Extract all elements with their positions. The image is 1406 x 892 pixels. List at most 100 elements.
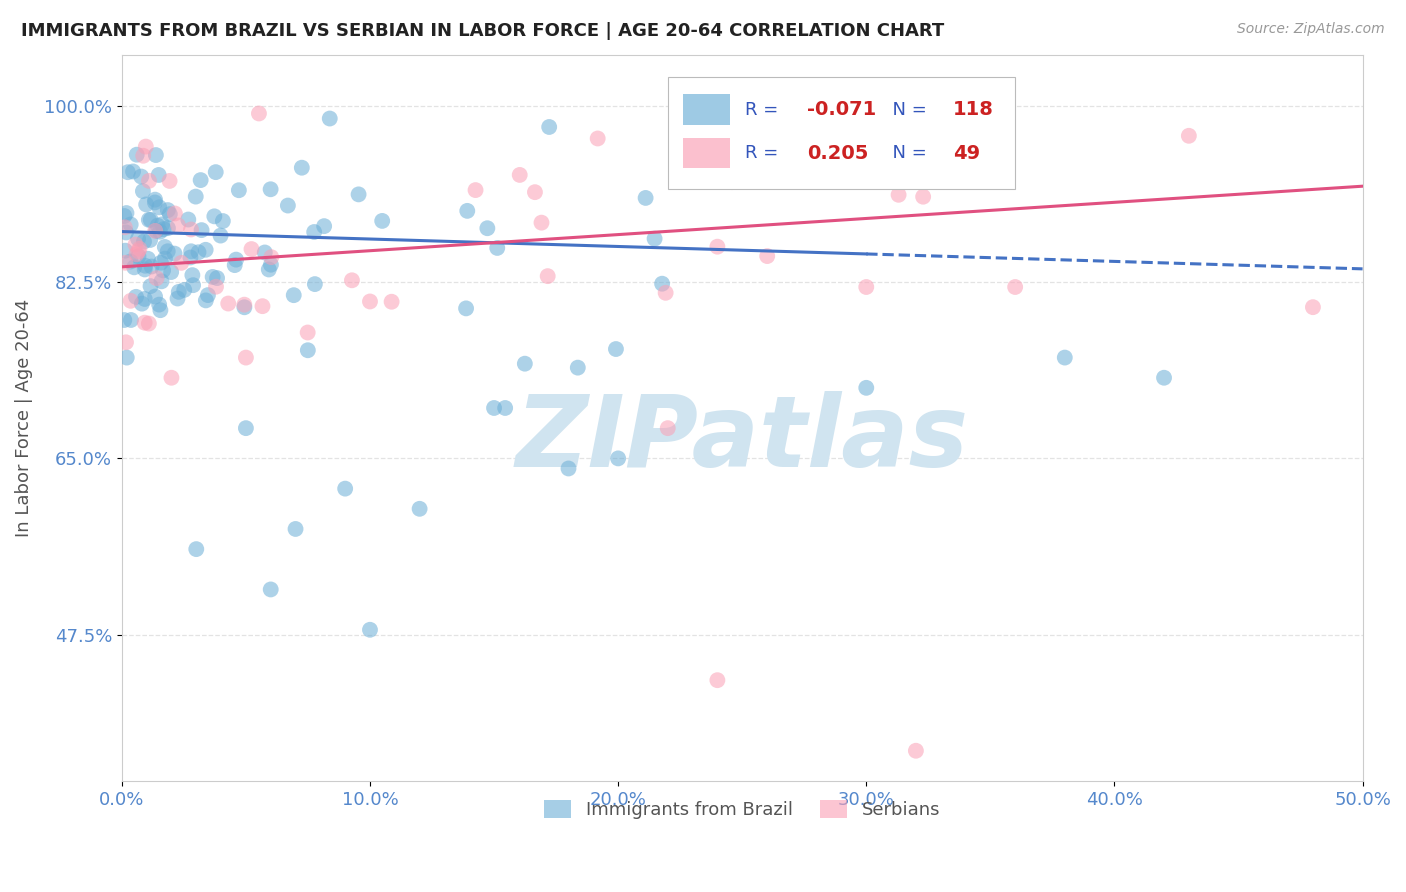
Point bbox=[204, 165, 226, 179]
Point bbox=[634, 191, 657, 205]
Point bbox=[122, 164, 145, 178]
Point bbox=[835, 145, 858, 159]
Point bbox=[160, 265, 183, 279]
Point bbox=[143, 224, 166, 238]
Text: N =: N = bbox=[882, 101, 932, 119]
Point bbox=[135, 197, 157, 211]
Point bbox=[259, 182, 281, 196]
Point bbox=[145, 148, 167, 162]
Point bbox=[855, 280, 877, 294]
Point bbox=[156, 244, 179, 259]
Point bbox=[132, 149, 155, 163]
Point bbox=[159, 207, 181, 221]
Point bbox=[112, 313, 135, 327]
Point bbox=[513, 357, 536, 371]
Point bbox=[240, 242, 263, 256]
Point bbox=[134, 292, 156, 306]
Point bbox=[253, 245, 276, 260]
Point bbox=[187, 245, 209, 260]
Point bbox=[340, 273, 363, 287]
Point bbox=[644, 232, 666, 246]
Point bbox=[125, 290, 148, 304]
Point bbox=[190, 223, 212, 237]
Point bbox=[381, 294, 404, 309]
Point bbox=[205, 271, 228, 285]
Point bbox=[1302, 300, 1324, 314]
FancyBboxPatch shape bbox=[683, 138, 730, 169]
Point bbox=[149, 303, 172, 318]
Point bbox=[115, 206, 138, 220]
Point bbox=[706, 673, 728, 688]
Point bbox=[148, 200, 170, 214]
Point bbox=[186, 542, 208, 557]
Point bbox=[127, 249, 149, 263]
Point bbox=[136, 252, 159, 266]
Point bbox=[170, 256, 193, 270]
Point bbox=[302, 225, 325, 239]
Point bbox=[557, 461, 579, 475]
Point bbox=[194, 293, 217, 308]
Point bbox=[252, 299, 274, 313]
Point bbox=[202, 210, 225, 224]
Point bbox=[114, 244, 136, 258]
Point bbox=[359, 623, 381, 637]
Point bbox=[651, 277, 673, 291]
Point bbox=[284, 522, 307, 536]
Point bbox=[115, 335, 138, 350]
Point bbox=[567, 360, 589, 375]
Point bbox=[260, 582, 283, 597]
Point bbox=[228, 183, 250, 197]
Point bbox=[173, 283, 195, 297]
Point bbox=[494, 401, 516, 415]
Point bbox=[721, 175, 744, 189]
Point bbox=[134, 262, 156, 277]
Text: 49: 49 bbox=[953, 144, 980, 162]
Point bbox=[181, 278, 204, 293]
Point bbox=[283, 288, 305, 302]
Point bbox=[912, 190, 935, 204]
Point bbox=[139, 233, 162, 247]
Point bbox=[146, 219, 169, 233]
Point bbox=[190, 173, 212, 187]
Legend: Immigrants from Brazil, Serbians: Immigrants from Brazil, Serbians bbox=[537, 793, 948, 826]
Point bbox=[120, 313, 142, 327]
Point bbox=[319, 112, 342, 126]
Point bbox=[167, 285, 190, 299]
Point bbox=[347, 187, 370, 202]
Point bbox=[149, 225, 172, 239]
Point bbox=[115, 351, 138, 365]
Text: R =: R = bbox=[745, 145, 783, 162]
Point bbox=[160, 370, 183, 384]
Point bbox=[152, 222, 174, 236]
Point bbox=[143, 289, 166, 303]
Point bbox=[277, 198, 299, 212]
Point bbox=[538, 120, 561, 134]
Point bbox=[209, 228, 232, 243]
Point bbox=[138, 174, 160, 188]
Point bbox=[143, 195, 166, 210]
Text: 118: 118 bbox=[953, 100, 994, 119]
Point bbox=[235, 351, 257, 365]
Point bbox=[464, 183, 486, 197]
Point bbox=[201, 269, 224, 284]
Point bbox=[180, 222, 202, 236]
Point bbox=[159, 174, 181, 188]
Point bbox=[257, 262, 280, 277]
Point bbox=[657, 421, 679, 435]
Point bbox=[139, 279, 162, 293]
Point bbox=[129, 169, 152, 184]
Point bbox=[117, 165, 139, 179]
Point bbox=[359, 294, 381, 309]
Point bbox=[134, 259, 156, 273]
Point bbox=[120, 293, 142, 308]
Point bbox=[706, 240, 728, 254]
Point bbox=[194, 243, 217, 257]
Point bbox=[145, 271, 167, 285]
Point bbox=[235, 421, 257, 435]
Point bbox=[1004, 280, 1026, 294]
Point bbox=[141, 260, 163, 274]
Point bbox=[150, 218, 173, 232]
Point bbox=[135, 139, 157, 153]
Point bbox=[180, 244, 202, 259]
Point bbox=[225, 252, 247, 267]
